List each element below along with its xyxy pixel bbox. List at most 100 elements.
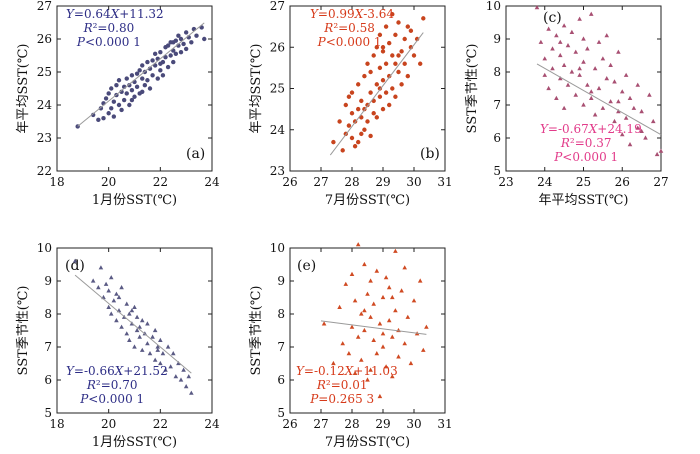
data-point <box>165 43 171 48</box>
data-point <box>96 285 101 290</box>
data-point <box>124 76 129 81</box>
data-point <box>380 294 386 300</box>
regression-equation: Y=0.99X-3.64 <box>310 7 394 21</box>
data-point <box>155 347 161 352</box>
y-tick-label: 10 <box>270 241 285 255</box>
data-point <box>362 327 367 333</box>
data-point <box>383 61 389 66</box>
data-point <box>612 118 617 124</box>
data-point <box>592 112 598 117</box>
data-point <box>396 354 401 359</box>
data-point <box>178 377 184 382</box>
data-point <box>158 61 163 66</box>
r-squared-label: R²=0.58 <box>323 21 375 35</box>
data-point <box>411 53 417 58</box>
data-point <box>98 265 104 270</box>
data-point <box>170 351 176 356</box>
data-point <box>106 304 111 309</box>
data-point <box>550 66 555 71</box>
data-point <box>604 76 610 81</box>
panel-label: (d) <box>65 258 85 274</box>
data-point <box>134 314 140 319</box>
data-point <box>408 360 414 366</box>
data-point <box>106 91 111 96</box>
data-point <box>183 30 189 35</box>
y-tick-label: 24 <box>37 98 53 112</box>
data-point <box>346 123 352 128</box>
data-point <box>402 36 407 42</box>
x-tick-label: 26 <box>282 417 297 431</box>
data-point <box>362 308 367 313</box>
data-point <box>165 64 171 70</box>
data-point <box>352 144 358 149</box>
data-point <box>331 360 336 366</box>
data-point <box>186 374 192 379</box>
y-tick-label: 27 <box>37 0 52 13</box>
regression-equation: Y=-0.67X+24.19 <box>540 122 642 136</box>
data-point <box>155 76 160 81</box>
data-point <box>387 40 392 46</box>
data-point <box>635 82 641 87</box>
regression-equation: Y=-0.66X+21.52 <box>66 364 168 378</box>
x-tick-label: 30 <box>406 175 421 189</box>
data-point <box>554 33 559 38</box>
data-point <box>608 99 613 104</box>
data-point <box>577 66 582 71</box>
y-tick-label: 25 <box>270 82 285 96</box>
data-point <box>155 344 161 349</box>
data-point <box>600 56 606 61</box>
data-point <box>569 69 575 74</box>
scatter-panel-4: 18 20 22 24 5 6 7 8 9 10 1月份SST(℃) SST季节性(℃) Y=-0.66… <box>16 241 220 450</box>
data-point <box>565 43 571 48</box>
y-tick-label: 25 <box>37 65 52 79</box>
data-point <box>183 384 189 389</box>
data-point <box>124 331 130 336</box>
data-point <box>588 11 594 16</box>
x-tick-label: 20 <box>101 417 116 431</box>
regression-equation: Y=-0.12X+11.03 <box>296 364 398 378</box>
data-point <box>577 72 582 77</box>
y-tick-label: 7 <box>277 340 285 354</box>
y-axis-label: SST季节性(℃) <box>249 286 264 376</box>
x-axis-label: 7月份SST(℃) <box>325 193 410 208</box>
y-tick-label: 7 <box>493 98 501 112</box>
data-point <box>340 148 345 153</box>
data-point <box>383 90 389 95</box>
y-tick-label: 7 <box>44 340 52 354</box>
data-point <box>160 351 166 356</box>
data-point <box>158 360 163 366</box>
x-tick-label: 23 <box>498 175 513 189</box>
data-point <box>132 94 137 99</box>
data-point <box>349 271 355 276</box>
data-point <box>134 84 140 90</box>
data-point <box>150 58 155 63</box>
data-point <box>643 135 648 140</box>
y-tick-label: 26 <box>270 40 285 54</box>
data-point <box>359 131 364 137</box>
data-point <box>140 76 145 81</box>
regression-line <box>329 32 424 156</box>
r-squared-label: R²=0.01 <box>316 378 368 392</box>
data-point <box>116 78 122 83</box>
data-point <box>152 51 158 57</box>
x-tick-label: 25 <box>576 175 591 189</box>
data-point <box>585 46 590 51</box>
data-point <box>139 347 145 352</box>
data-point <box>337 304 342 309</box>
data-point <box>349 111 355 116</box>
data-point <box>623 72 629 77</box>
data-point <box>592 66 598 71</box>
data-point <box>176 360 181 366</box>
y-tick-label: 8 <box>277 307 285 321</box>
data-point <box>402 61 407 66</box>
data-point <box>650 118 656 124</box>
data-point <box>538 39 544 44</box>
panel-label: (e) <box>297 258 316 274</box>
data-point <box>189 40 194 45</box>
data-point <box>72 258 78 263</box>
data-point <box>600 105 606 110</box>
data-point <box>368 367 373 372</box>
data-point <box>585 82 590 87</box>
data-point <box>631 105 637 110</box>
data-point <box>137 334 142 339</box>
